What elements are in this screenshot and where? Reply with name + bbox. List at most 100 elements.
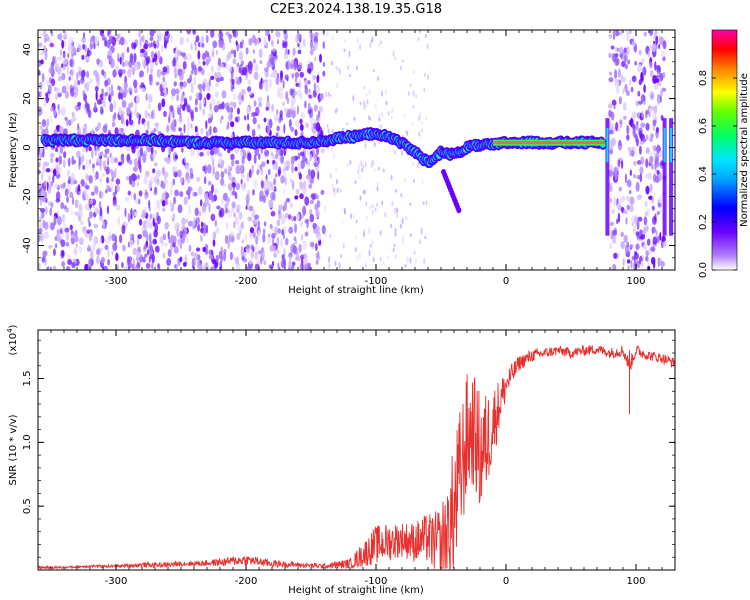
- spectrogram-noise-cell: [613, 104, 616, 110]
- spectrogram-noise-cell: [636, 121, 639, 126]
- spectrogram-noise-cell: [257, 229, 261, 240]
- spectrogram-noise-cell: [72, 117, 77, 122]
- spectrogram-noise-cell: [387, 111, 390, 116]
- spectrogram-noise-cell: [162, 76, 165, 82]
- spectrogram-noise-cell: [286, 76, 289, 82]
- spectrogram-noise-cell: [618, 96, 623, 105]
- spectrogram-noise-cell: [85, 56, 90, 61]
- spectrogram-noise-cell: [608, 33, 612, 40]
- spectrogram-noise-cell: [631, 255, 636, 261]
- spectrogram-noise-cell: [88, 221, 91, 228]
- spectrogram-noise-cell: [245, 194, 250, 204]
- spectrogram-noise-cell: [412, 161, 415, 167]
- spectrogram-x-label: Height of straight line (km): [288, 285, 424, 296]
- spectrogram-noise-cell: [272, 191, 276, 202]
- spectrogram-noise-cell: [172, 242, 176, 248]
- spectrogram-noise-cell: [118, 106, 122, 116]
- spectrogram-noise-cell: [654, 78, 660, 83]
- spectrogram-noise-cell: [292, 245, 297, 254]
- spectrogram-noise-cell: [348, 50, 351, 58]
- spectrogram-noise-cell: [174, 154, 179, 160]
- spectrogram-noise-cell: [179, 71, 184, 81]
- spectrogram-noise-cell: [301, 154, 307, 163]
- spectrogram-noise-cell: [196, 176, 201, 182]
- spectrogram-noise-cell: [205, 224, 209, 234]
- spectrogram-noise-cell: [619, 30, 624, 36]
- spectrogram-noise-cell: [346, 121, 349, 126]
- spectrogram-noise-cell: [99, 178, 103, 183]
- spectrogram-noise-cell: [658, 150, 664, 158]
- spectrogram-noise-cell: [331, 35, 334, 41]
- spectrogram-noise-cell: [77, 79, 81, 86]
- spectrogram-noise-cell: [314, 31, 319, 38]
- spectrogram-noise-cell: [100, 108, 104, 114]
- spectrogram-noise-cell: [116, 33, 121, 39]
- spectrogram-noise-cell: [631, 111, 637, 120]
- spectrogram-noise-cell: [297, 42, 300, 48]
- spectrogram-noise-cell: [258, 153, 261, 160]
- spectrogram-noise-cell: [328, 92, 331, 99]
- spectrogram-noise-cell: [655, 229, 658, 237]
- spectrogram-noise-cell: [412, 104, 415, 109]
- snr-x-label: Height of straight line (km): [288, 585, 424, 596]
- spectrogram-noise-cell: [45, 197, 48, 204]
- spectrogram-noise-cell: [251, 34, 256, 44]
- spectrogram-noise-cell: [126, 46, 130, 53]
- spectrogram-noise-cell: [381, 200, 384, 206]
- spectrogram-noise-cell: [414, 259, 417, 264]
- spectrogram-noise-cell: [381, 90, 384, 97]
- spectrogram-noise-cell: [384, 88, 387, 95]
- spectrogram-noise-cell: [108, 38, 113, 43]
- band-streak-cell: [456, 207, 462, 214]
- spectrogram-noise-cell: [624, 173, 627, 184]
- spectrogram-noise-cell: [138, 218, 143, 226]
- spectrogram-noise-cell: [75, 242, 78, 248]
- spectrogram-noise-cell: [396, 207, 399, 214]
- colorbar-label: Normalized spectral amplitude: [739, 73, 750, 227]
- spectrogram-noise-cell: [67, 259, 72, 266]
- spectrogram-noise-cell: [186, 37, 190, 44]
- spectrogram-noise-cell: [208, 249, 213, 255]
- spectrogram-noise-cell: [190, 83, 194, 93]
- spectrogram-noise-cell: [120, 114, 124, 125]
- spectrogram-noise-cell: [121, 61, 126, 67]
- spectrogram-noise-cell: [317, 235, 322, 241]
- spectrogram-noise-cell: [336, 67, 339, 72]
- spectrogram-noise-cell: [164, 31, 169, 37]
- spectrogram-noise-cell: [66, 207, 69, 213]
- spectrogram-noise-cell: [646, 238, 651, 246]
- spectrogram-noise-cell: [96, 58, 100, 65]
- spectrogram-noise-cell: [185, 218, 188, 223]
- spectrogram-noise-cell: [205, 120, 208, 130]
- spectrogram-noise-cell: [57, 109, 61, 116]
- spectrogram-noise-cell: [327, 257, 330, 263]
- spectrogram-noise-cell: [333, 154, 336, 159]
- spectrogram-noise-cell: [95, 71, 98, 78]
- spectrogram-noise-cell: [362, 230, 365, 238]
- spectrogram-noise-cell: [136, 237, 140, 246]
- spectrogram-noise-cell: [251, 128, 256, 138]
- spectrogram-noise-cell: [124, 39, 128, 45]
- spectrogram-noise-cell: [290, 63, 294, 70]
- spectrogram-noise-cell: [272, 159, 276, 165]
- spectrogram-noise-cell: [615, 84, 620, 95]
- spectrogram-noise-cell: [88, 175, 93, 184]
- spectrogram-noise-cell: [87, 244, 91, 251]
- spectrogram-noise-cell: [234, 116, 239, 123]
- spectrogram-noise-cell: [406, 216, 409, 221]
- spectrogram-noise-cell: [361, 167, 364, 173]
- spectrogram-noise-cell: [202, 108, 205, 116]
- spectrogram-noise-cell: [426, 43, 429, 50]
- spectrogram-noise-cell: [297, 152, 301, 160]
- spectrogram-noise-cell: [613, 252, 618, 259]
- spectrogram-noise-cell: [653, 260, 656, 269]
- spectrogram-noise-cell: [201, 53, 206, 61]
- snr-scale-exponent: 4: [6, 328, 14, 333]
- spectrogram-noise-cell: [130, 214, 133, 220]
- spectrogram-noise-cell: [309, 153, 312, 162]
- spectrogram-noise-cell: [190, 69, 194, 75]
- spectrogram-noise-cell: [270, 152, 274, 157]
- spectrogram-noise-cell: [614, 47, 618, 53]
- spectrogram-noise-cell: [645, 224, 648, 231]
- spectrogram-noise-cell: [143, 174, 148, 185]
